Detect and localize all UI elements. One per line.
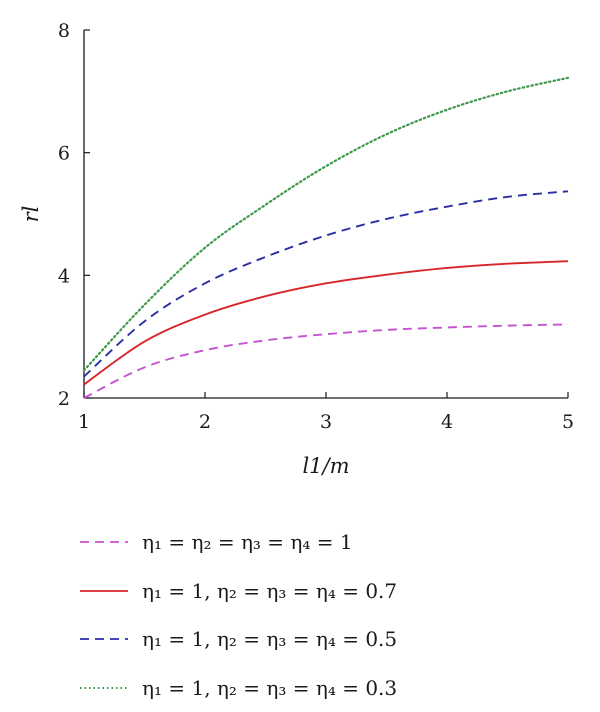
legend-item: η₁ = 1, η₂ = η₃ = η₄ = 0.5	[78, 615, 578, 664]
chart-axes	[84, 30, 568, 398]
x-axis-label: l1/m	[302, 454, 349, 478]
y-tick-label: 4	[58, 265, 70, 287]
y-tick-label: 8	[58, 20, 70, 42]
x-tick-label: 4	[441, 411, 453, 433]
x-tick-label: 5	[562, 411, 574, 433]
chart-axis-labels: l1/m rl	[19, 206, 350, 478]
legend-swatch	[78, 535, 130, 549]
legend-label: η₁ = 1, η₂ = η₃ = η₄ = 0.5	[142, 627, 397, 651]
legend-swatch	[78, 681, 130, 695]
x-tick-label: 1	[78, 411, 90, 433]
chart-legend: η₁ = η₂ = η₃ = η₄ = 1 η₁ = 1, η₂ = η₃ = η…	[78, 518, 578, 712]
y-tick-label: 2	[58, 388, 70, 410]
x-tick-label: 2	[199, 411, 211, 433]
series-line-2	[84, 261, 568, 384]
y-axis-label: rl	[19, 206, 43, 223]
legend-swatch	[78, 584, 130, 598]
legend-swatch	[78, 632, 130, 646]
legend-item: η₁ = η₂ = η₃ = η₄ = 1	[78, 518, 578, 567]
x-tick-label: 3	[320, 411, 332, 433]
chart-series-group	[84, 78, 568, 398]
legend-item: η₁ = 1, η₂ = η₃ = η₄ = 0.7	[78, 567, 578, 616]
legend-label: η₁ = η₂ = η₃ = η₄ = 1	[142, 530, 353, 554]
legend-label: η₁ = 1, η₂ = η₃ = η₄ = 0.3	[142, 676, 397, 700]
y-tick-label: 6	[58, 143, 70, 165]
legend-item: η₁ = 1, η₂ = η₃ = η₄ = 0.3	[78, 664, 578, 712]
legend-label: η₁ = 1, η₂ = η₃ = η₄ = 0.7	[142, 579, 397, 603]
